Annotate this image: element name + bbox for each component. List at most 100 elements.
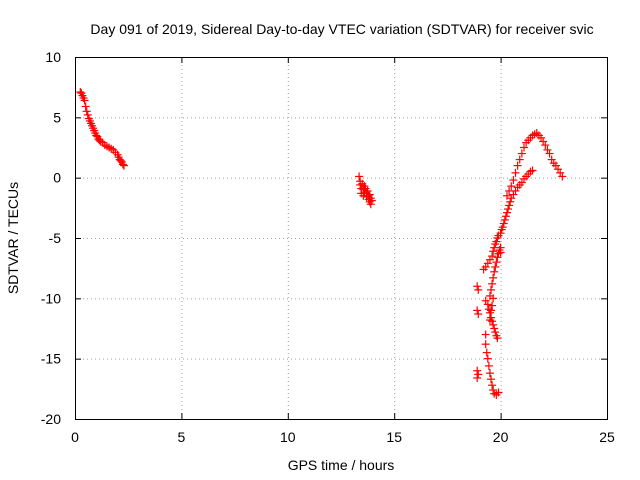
data-point <box>483 354 492 363</box>
data-point <box>509 176 518 185</box>
x-tick-label: 10 <box>280 429 296 445</box>
data-point <box>488 381 497 390</box>
data-point <box>545 149 554 158</box>
data-point <box>498 223 507 232</box>
data-point <box>492 258 501 267</box>
data-point <box>502 208 511 217</box>
data-point <box>496 248 505 257</box>
chart-title: Day 091 of 2019, Sidereal Day-to-day VTE… <box>90 21 593 37</box>
x-tick-label: 5 <box>178 429 186 445</box>
data-point <box>502 191 511 200</box>
data-point <box>558 172 567 181</box>
data-point <box>520 143 529 152</box>
data-point <box>489 273 498 282</box>
y-tick-label: -15 <box>41 351 61 367</box>
data-point <box>541 141 550 150</box>
data-point <box>367 196 376 205</box>
series-track-3 <box>473 166 537 382</box>
data-point <box>484 361 493 370</box>
data-point <box>499 219 508 228</box>
x-axis-label: GPS time / hours <box>288 457 395 473</box>
data-point <box>493 253 502 262</box>
data-point <box>500 215 509 224</box>
y-tick-label: 5 <box>53 109 61 125</box>
data-point <box>491 262 500 271</box>
x-tick-label: 25 <box>599 429 615 445</box>
x-tick-label: 15 <box>386 429 402 445</box>
data-point <box>513 161 522 170</box>
axis-ticks <box>75 57 608 420</box>
data-points <box>76 87 567 399</box>
data-point <box>507 182 516 191</box>
data-point <box>83 110 92 119</box>
data-point <box>487 375 496 384</box>
data-point <box>490 389 499 398</box>
data-point <box>492 237 501 246</box>
y-tick-label: -5 <box>49 230 62 246</box>
data-point <box>473 373 482 382</box>
data-point <box>481 296 490 305</box>
data-point <box>487 285 496 294</box>
data-point <box>355 172 364 181</box>
data-point <box>490 267 499 276</box>
x-tick-label: 0 <box>71 429 79 445</box>
data-point <box>489 294 498 303</box>
data-point <box>501 212 510 221</box>
data-point <box>515 155 524 164</box>
data-point <box>505 186 514 195</box>
data-point <box>473 282 482 291</box>
series-track-2 <box>355 172 376 209</box>
data-point <box>473 306 482 315</box>
data-point <box>539 137 548 146</box>
y-tick-label: 0 <box>53 170 61 186</box>
tick-labels: 0 5 10 15 20 25 -20 -15 -10 -5 0 5 10 <box>41 49 615 445</box>
series-track-1 <box>76 87 128 170</box>
data-point <box>511 168 520 177</box>
y-tick-label: -10 <box>41 290 61 306</box>
data-point <box>556 168 565 177</box>
data-point <box>491 328 500 337</box>
data-point <box>82 107 91 116</box>
data-point <box>485 369 494 378</box>
data-point <box>494 388 503 397</box>
data-point <box>488 301 497 310</box>
data-point <box>485 316 494 325</box>
data-point <box>365 190 374 199</box>
data-point <box>474 310 483 319</box>
series-track-4 <box>481 243 505 399</box>
grid <box>75 57 607 419</box>
data-point <box>506 197 515 206</box>
data-point <box>80 96 89 105</box>
data-point <box>487 306 496 315</box>
data-point <box>81 102 90 111</box>
data-point <box>504 205 513 214</box>
data-point <box>489 320 498 329</box>
data-point <box>530 130 539 139</box>
y-tick-label: -20 <box>41 411 61 427</box>
data-point <box>547 155 556 164</box>
data-point <box>483 300 492 309</box>
data-point <box>493 334 502 343</box>
data-point <box>488 252 497 261</box>
x-tick-label: 20 <box>493 429 509 445</box>
y-axis-label: SDTVAR / TECUs <box>5 182 21 294</box>
data-point <box>517 149 526 158</box>
data-point <box>482 348 491 357</box>
data-point <box>359 191 368 200</box>
data-point <box>554 165 563 174</box>
data-point <box>489 247 498 256</box>
series-track-5 <box>502 129 567 200</box>
data-point <box>488 279 497 288</box>
data-point <box>490 324 499 333</box>
data-point <box>505 201 514 210</box>
data-point <box>509 190 518 199</box>
data-point <box>473 366 482 375</box>
data-point <box>481 340 490 349</box>
data-point <box>481 330 490 339</box>
data-point <box>489 386 498 395</box>
data-point <box>488 317 497 326</box>
data-point <box>118 160 127 169</box>
data-point <box>528 166 537 175</box>
data-point <box>474 370 483 379</box>
